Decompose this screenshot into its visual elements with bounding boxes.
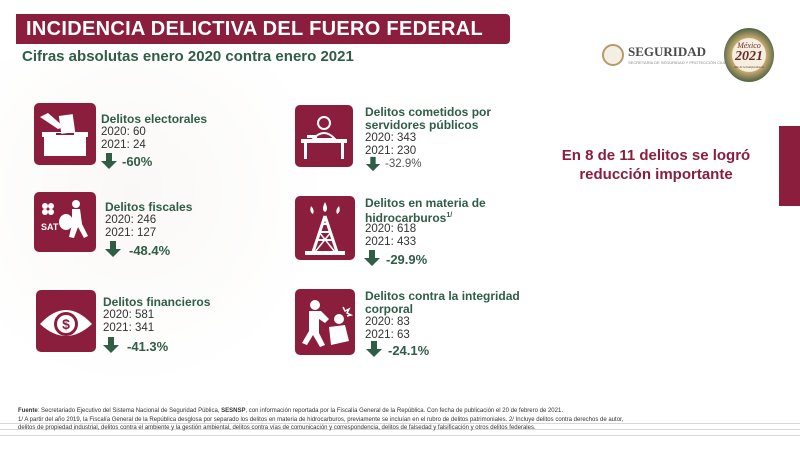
- change-percent: -60%: [122, 154, 153, 169]
- footnote-source-agency: SESNSP: [221, 408, 246, 414]
- svg-text:$: $: [62, 316, 70, 332]
- summary-note: En 8 de 11 delitos se logró reducción im…: [540, 146, 772, 184]
- mexico-logo-subtext: Año de la Independencia: [734, 65, 764, 69]
- crime-name: Delitos financieros: [103, 295, 211, 309]
- crime-name-text: hidrocarburos: [365, 211, 447, 225]
- down-arrow-icon: [103, 337, 119, 353]
- footnote-note-line-1: 1/ A partir del año 2019, la Fiscalía Ge…: [18, 416, 624, 423]
- public-servant-desk-icon: [295, 105, 353, 167]
- down-arrow-icon: [364, 250, 380, 266]
- sat-label: SAT: [41, 222, 59, 232]
- footnote-marker: 1/: [446, 212, 453, 219]
- oil-rig-icon: [295, 196, 355, 260]
- crime-name-line-2: servidores públicos: [365, 118, 479, 132]
- mexico-logo-text: México: [737, 41, 761, 50]
- change-percent: -32.9%: [385, 158, 422, 170]
- eagle-emblem-icon: [602, 44, 624, 66]
- crime-name-line-1: Delitos contra la integridad: [365, 289, 520, 303]
- value-2021: 2021: 24: [101, 139, 146, 151]
- value-2020: 2020: 246: [105, 214, 157, 226]
- value-2020: 2020: 83: [365, 316, 410, 328]
- seguridad-logo: SEGURIDAD SECRETARÍA DE SEGURIDAD Y PROT…: [602, 42, 741, 72]
- page-title: INCIDENCIA DELICTIVA DEL FUERO FEDERAL: [26, 18, 483, 40]
- value-2021: 2021: 127: [105, 227, 157, 239]
- mexico-logo-year: 2021: [735, 49, 763, 64]
- change-percent: -29.9%: [386, 252, 428, 267]
- change-percent: -41.3%: [127, 339, 169, 354]
- value-2020: 2020: 581: [103, 309, 155, 321]
- footnote-source-text-c: , con información reportada por la Fisca…: [245, 408, 563, 414]
- summary-line-2: reducción importante: [579, 166, 733, 183]
- page-subtitle: Cifras absolutas enero 2020 contra enero…: [22, 48, 354, 65]
- dollar-eye-icon: $: [36, 290, 96, 352]
- sat-tax-icon: SAT: [34, 192, 96, 252]
- title-banner: INCIDENCIA DELICTIVA DEL FUERO FEDERAL: [16, 14, 510, 44]
- footnote-source-label: Fuente: [18, 408, 38, 414]
- footnote: Fuente: Secretariado Ejecutivo del Siste…: [18, 407, 788, 433]
- ballot-box-icon: [34, 103, 96, 165]
- crime-name-line-1: Delitos cometidos por: [365, 105, 492, 119]
- down-arrow-icon: [101, 153, 117, 169]
- change-percent: -48.4%: [129, 243, 171, 258]
- seguridad-logo-subtext: SECRETARÍA DE SEGURIDAD Y PROTECCIÓN CIU…: [628, 60, 741, 65]
- value-2021: 2021: 63: [365, 329, 410, 341]
- crime-name: Delitos electorales: [101, 112, 208, 126]
- value-2021: 2021: 341: [103, 322, 155, 334]
- seguridad-logo-text: SEGURIDAD: [628, 44, 707, 59]
- value-2020: 2020: 343: [365, 132, 417, 144]
- crime-name-line-2: corporal: [365, 302, 414, 316]
- footnote-note-line-2: delitos de propiedad industrial, delitos…: [18, 425, 536, 431]
- footnote-source-line: Fuente: Secretariado Ejecutivo del Siste…: [18, 407, 788, 416]
- assault-icon: [295, 289, 355, 355]
- summary-line-1: En 8 de 11 delitos se logró: [561, 147, 751, 164]
- value-2020: 2020: 60: [101, 126, 146, 138]
- change-percent: -24.1%: [388, 343, 430, 358]
- side-accent-bar: [779, 126, 800, 206]
- value-2021: 2021: 433: [365, 236, 417, 248]
- crime-name-line-2: hidrocarburos1/: [365, 209, 452, 225]
- value-2020: 2020: 618: [365, 223, 417, 235]
- down-arrow-icon: [105, 241, 121, 257]
- crime-name: Delitos fiscales: [105, 200, 193, 214]
- footer-rule-lines: [0, 423, 800, 441]
- down-arrow-icon: [366, 341, 382, 357]
- mexico-2021-logo: México 2021 Año de la Independencia: [724, 28, 774, 82]
- value-2021: 2021: 230: [365, 145, 417, 157]
- crime-name-line-1: Delitos en materia de: [365, 196, 486, 210]
- footnote-source-text-a: : Secretariado Ejecutivo del Sistema Nac…: [37, 408, 222, 414]
- down-arrow-icon: [365, 156, 381, 172]
